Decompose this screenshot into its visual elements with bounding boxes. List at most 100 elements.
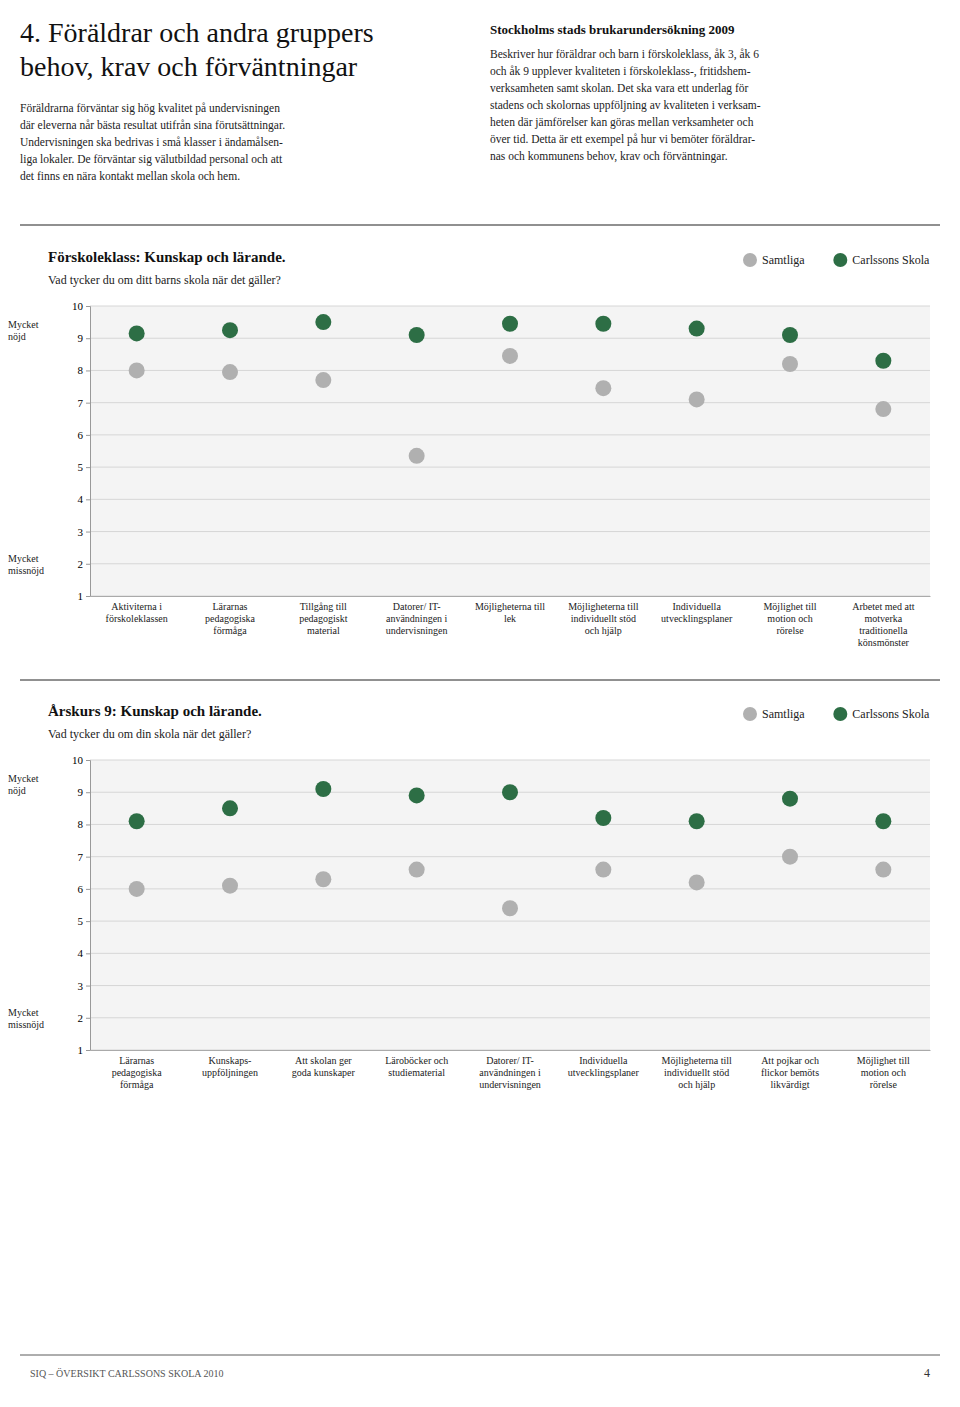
tick-label-line: Datorer/ IT- xyxy=(393,601,441,612)
sidebar-text-line: och åk 9 upplever kvaliteten i förskolek… xyxy=(490,65,751,78)
tick: Kunskaps-uppföljningen xyxy=(202,1050,258,1078)
tick-label: 7 xyxy=(78,851,84,863)
tick-label: Möjlighet tillmotion ochrörelse xyxy=(857,1055,910,1090)
tick-mark xyxy=(86,435,90,436)
point xyxy=(409,862,425,878)
point xyxy=(875,353,891,369)
tick-label-line: utvecklingsplaner xyxy=(661,613,733,624)
series xyxy=(129,849,892,917)
page-text-line: Undervisningen ska bedrivas i små klasse… xyxy=(20,136,283,149)
tick-label-line: Möjligheterna till xyxy=(568,601,638,612)
annotation-line: missnöjd xyxy=(8,565,44,576)
point xyxy=(689,391,705,407)
point xyxy=(129,881,145,897)
page-title-line: behov, krav och förväntningar xyxy=(20,51,358,82)
separator xyxy=(20,680,940,681)
plot: 12345678910LärarnaspedagogiskaförmågaKun… xyxy=(8,754,931,1090)
point xyxy=(129,813,145,829)
tick: Möjligheterna tillindividuellt stödoch h… xyxy=(568,596,638,636)
tick-label: 2 xyxy=(78,1012,84,1024)
point xyxy=(595,316,611,332)
tick-mark xyxy=(86,338,90,339)
tick-mark xyxy=(86,792,90,793)
tick-label-line: motion och xyxy=(861,1067,906,1078)
tick-label-line: likvärdigt xyxy=(771,1079,810,1090)
tick: Individuellautvecklingsplaner xyxy=(661,596,733,624)
plot: 12345678910Aktiviterna iförskoleklassenL… xyxy=(8,300,931,648)
point xyxy=(315,871,331,887)
page-text-line: där eleverna når bästa resultat utifrån … xyxy=(20,119,285,132)
annotation-line: Mycket xyxy=(8,319,39,330)
chart-title: Årskurs 9: Kunskap och lärande. xyxy=(48,703,262,719)
tick-label-line: förskoleklassen xyxy=(106,613,168,624)
tick-label-line: individuellt stöd xyxy=(571,613,636,624)
legend-item: Carlssons Skola xyxy=(833,707,930,721)
legend: Samtliga Carlssons Skola xyxy=(743,253,930,267)
page-title-line: 4. Föräldrar och andra gruppers xyxy=(20,17,374,48)
grid-line xyxy=(90,434,930,435)
chart-subtitle: Vad tycker du om ditt barns skola när de… xyxy=(48,273,281,287)
tick: Lärarnaspedagogiskaförmåga xyxy=(112,1050,163,1090)
tick-label: 3 xyxy=(78,526,84,538)
tick-label: Möjligheterna tillindividuellt stödoch h… xyxy=(662,1055,732,1090)
tick-label: 4 xyxy=(78,947,84,959)
chart-title: Förskoleklass: Kunskap och lärande. xyxy=(48,249,286,265)
sidebar-text-line: heten där jämförelser kan göras mellan v… xyxy=(490,116,754,129)
tick-mark xyxy=(86,824,90,825)
tick-mark xyxy=(86,953,90,954)
tick-label: 10 xyxy=(72,754,84,766)
tick-label: Möjligheterna tilllek xyxy=(475,601,545,624)
tick-label: 10 xyxy=(72,300,84,312)
tick-label: Kunskaps-uppföljningen xyxy=(202,1055,258,1078)
tick-label-line: Kunskaps- xyxy=(209,1055,252,1066)
tick-mark xyxy=(86,760,90,761)
legend-swatch xyxy=(833,707,847,721)
tick-label-line: könsmönster xyxy=(858,637,910,648)
axis-line xyxy=(91,596,931,597)
tick-label: Individuellautvecklingsplaner xyxy=(661,601,733,624)
y-axis: 12345678910 xyxy=(72,754,91,1056)
grid-line xyxy=(90,306,930,307)
tick-label: Datorer/ IT-användningen iundervisningen xyxy=(386,601,448,636)
axis-line xyxy=(91,1050,931,1051)
chart-subtitle: Vad tycker du om din skola när det gälle… xyxy=(48,727,251,741)
tick-label: Lärarnaspedagogiskaförmåga xyxy=(112,1055,163,1090)
tick: Aktiviterna iförskoleklassen xyxy=(106,596,168,624)
plot-background xyxy=(90,306,930,596)
point xyxy=(502,784,518,800)
legend-label: Carlssons Skola xyxy=(852,707,930,721)
page-text: Föräldrarna förväntar sig hög kvalitet p… xyxy=(20,102,285,182)
series xyxy=(129,781,892,829)
tick-label: Individuellautvecklingsplaner xyxy=(568,1055,640,1078)
legend: SamtligaCarlssons Skola xyxy=(743,707,930,721)
tick: 4 xyxy=(78,493,91,505)
legend-label: Carlssons Skola xyxy=(852,253,930,267)
tick: Att pojkar ochflickor bemötslikvärdigt xyxy=(761,1050,819,1090)
legend-swatch xyxy=(743,253,757,267)
tick-label: 1 xyxy=(78,1044,84,1056)
tick-label-line: utvecklingsplaner xyxy=(568,1067,640,1078)
point xyxy=(875,862,891,878)
tick-mark xyxy=(86,499,90,500)
tick-label: 9 xyxy=(78,786,84,798)
grid-line xyxy=(90,985,930,986)
tick-label: Lärarnaspedagogiskaförmåga xyxy=(205,601,256,636)
grid-line xyxy=(90,856,930,857)
tick-label-line: undervisningen xyxy=(386,625,448,636)
legend-label: Samtliga xyxy=(762,253,805,267)
tick-label-line: pedagogiskt xyxy=(299,613,348,624)
tick: Att skolan gergoda kunskaper xyxy=(292,1050,356,1078)
grid xyxy=(90,760,930,1050)
grid-line xyxy=(90,402,930,403)
sidebar-text-line: stadens och skolornas uppföljning av kva… xyxy=(490,99,761,112)
legend-item: Samtliga xyxy=(743,253,805,267)
tick-label-line: Lärarnas xyxy=(119,1055,154,1066)
tick-label-line: förmåga xyxy=(120,1079,154,1090)
grid-line xyxy=(90,338,930,339)
point xyxy=(875,401,891,417)
tick: 2 xyxy=(78,1012,91,1024)
tick-mark xyxy=(86,986,90,987)
y-axis: 12345678910 xyxy=(72,300,91,602)
tick-label: 4 xyxy=(78,493,84,505)
tick-label-line: motion och xyxy=(767,613,812,624)
